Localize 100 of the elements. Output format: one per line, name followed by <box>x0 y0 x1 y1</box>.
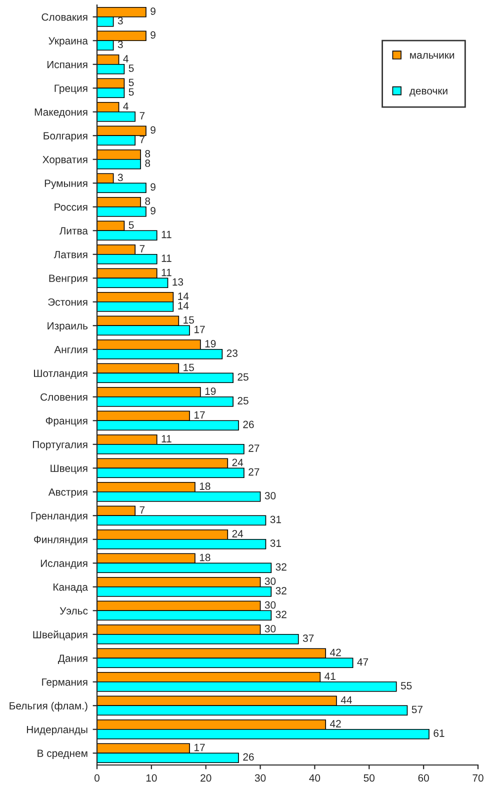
data-label: 55 <box>400 682 412 690</box>
data-label: 17 <box>194 411 205 419</box>
data-label: 42 <box>330 648 341 656</box>
data-label: 8 <box>145 160 150 167</box>
data-label: 7 <box>140 112 145 120</box>
data-label: 9 <box>150 183 156 191</box>
y-tick-label: Нидерланды <box>26 726 88 736</box>
y-tick-label: Швеция <box>50 464 88 474</box>
y-tick-label: Эстония <box>48 298 88 306</box>
data-label: 37 <box>302 634 314 642</box>
data-label: 47 <box>357 658 368 666</box>
y-tick-label: Венгрия <box>49 274 88 284</box>
data-label: 5 <box>128 88 134 96</box>
y-tick-label: Исландия <box>40 560 88 569</box>
legend-label: мальчики <box>410 53 454 59</box>
data-label: 3 <box>118 17 123 24</box>
data-label: 14 <box>178 292 189 300</box>
x-tick-label: 40 <box>309 774 320 782</box>
data-label: 9 <box>150 31 156 39</box>
data-label: 24 <box>232 458 244 466</box>
data-label: 13 <box>172 278 184 286</box>
data-label: 9 <box>150 207 156 214</box>
data-label: 11 <box>162 254 172 262</box>
data-label: 7 <box>140 245 145 252</box>
y-tick-label: Англия <box>54 346 88 354</box>
y-tick-label: Португалия <box>32 440 88 450</box>
data-label: 5 <box>128 64 134 72</box>
data-label: 32 <box>276 563 286 571</box>
y-tick-label: Македония <box>34 108 88 118</box>
data-label: 25 <box>238 397 248 404</box>
y-tick-label: Словения <box>40 393 88 401</box>
data-label: 32 <box>276 610 286 618</box>
y-tick-label: Уэльс <box>60 607 88 614</box>
y-tick-label: Австрия <box>48 488 88 498</box>
legend-label: девочки <box>409 88 448 97</box>
data-label: 27 <box>248 468 260 476</box>
data-label: 11 <box>162 230 172 238</box>
data-label: 3 <box>118 174 123 182</box>
y-tick-label: Россия <box>54 203 88 211</box>
data-label: 15 <box>184 316 194 324</box>
data-label: 11 <box>162 268 172 276</box>
data-label: 42 <box>330 720 341 728</box>
data-label: 4 <box>123 55 128 62</box>
data-label: 30 <box>264 601 276 609</box>
data-label: 30 <box>264 625 276 632</box>
x-tick-label: 0 <box>94 774 100 782</box>
data-label: 8 <box>145 198 150 205</box>
y-tick-label: Бельгия (флам.) <box>10 702 88 712</box>
data-label: 30 <box>264 578 276 585</box>
y-tick-label: Украина <box>48 37 88 47</box>
y-tick-label: Болгария <box>44 132 88 142</box>
y-tick-label: Испания <box>47 60 88 68</box>
data-label: 9 <box>150 126 156 134</box>
y-tick-label: Шотландия <box>34 370 88 379</box>
y-tick-label: Германия <box>42 678 88 688</box>
data-label: 7 <box>140 506 145 514</box>
data-label: 9 <box>150 8 156 15</box>
data-label: 7 <box>140 136 145 144</box>
data-label: 57 <box>412 706 422 714</box>
data-label: 18 <box>200 554 210 562</box>
data-label: 26 <box>243 420 254 428</box>
data-label: 19 <box>205 340 216 348</box>
y-tick-label: Дания <box>58 654 88 664</box>
data-label: 31 <box>270 516 281 524</box>
data-label: 17 <box>194 744 205 752</box>
y-tick-label: Финляндия <box>34 536 88 546</box>
data-label: 61 <box>434 730 444 737</box>
y-tick-label: Франция <box>46 417 88 427</box>
y-tick-label: Латвия <box>54 250 88 258</box>
data-label: 32 <box>276 587 286 594</box>
data-label: 19 <box>205 388 216 395</box>
data-label: 17 <box>194 326 205 334</box>
y-tick-label: Канада <box>54 583 88 593</box>
x-tick-label: 20 <box>200 774 212 782</box>
y-tick-label: Хорватия <box>42 156 88 166</box>
y-tick-label: Греция <box>54 84 88 94</box>
x-tick-label: 50 <box>364 774 375 782</box>
data-label: 44 <box>340 696 352 704</box>
y-tick-label: Литва <box>59 227 88 234</box>
data-label: 25 <box>238 373 248 381</box>
data-label: 27 <box>248 444 260 452</box>
y-tick-label: Израиль <box>48 322 88 332</box>
y-tick-label: Румыния <box>44 180 88 190</box>
data-label: 30 <box>264 492 276 500</box>
data-label: 4 <box>123 102 128 110</box>
data-label: 26 <box>243 753 254 761</box>
data-label: 11 <box>162 435 172 442</box>
y-tick-label: Словакия <box>42 13 88 21</box>
y-tick-label: Гренландия <box>31 512 88 522</box>
data-label: 5 <box>128 78 134 86</box>
data-label: 5 <box>128 221 134 229</box>
data-label: 14 <box>178 302 189 310</box>
y-tick-label: Швейцария <box>33 630 88 640</box>
data-label: 41 <box>324 672 336 680</box>
data-label: 31 <box>270 540 281 547</box>
x-tick-label: 10 <box>146 774 157 782</box>
data-label: 24 <box>232 530 244 538</box>
data-label: 3 <box>118 40 123 48</box>
x-tick-label: 70 <box>472 774 484 782</box>
x-tick-label: 30 <box>254 774 266 782</box>
